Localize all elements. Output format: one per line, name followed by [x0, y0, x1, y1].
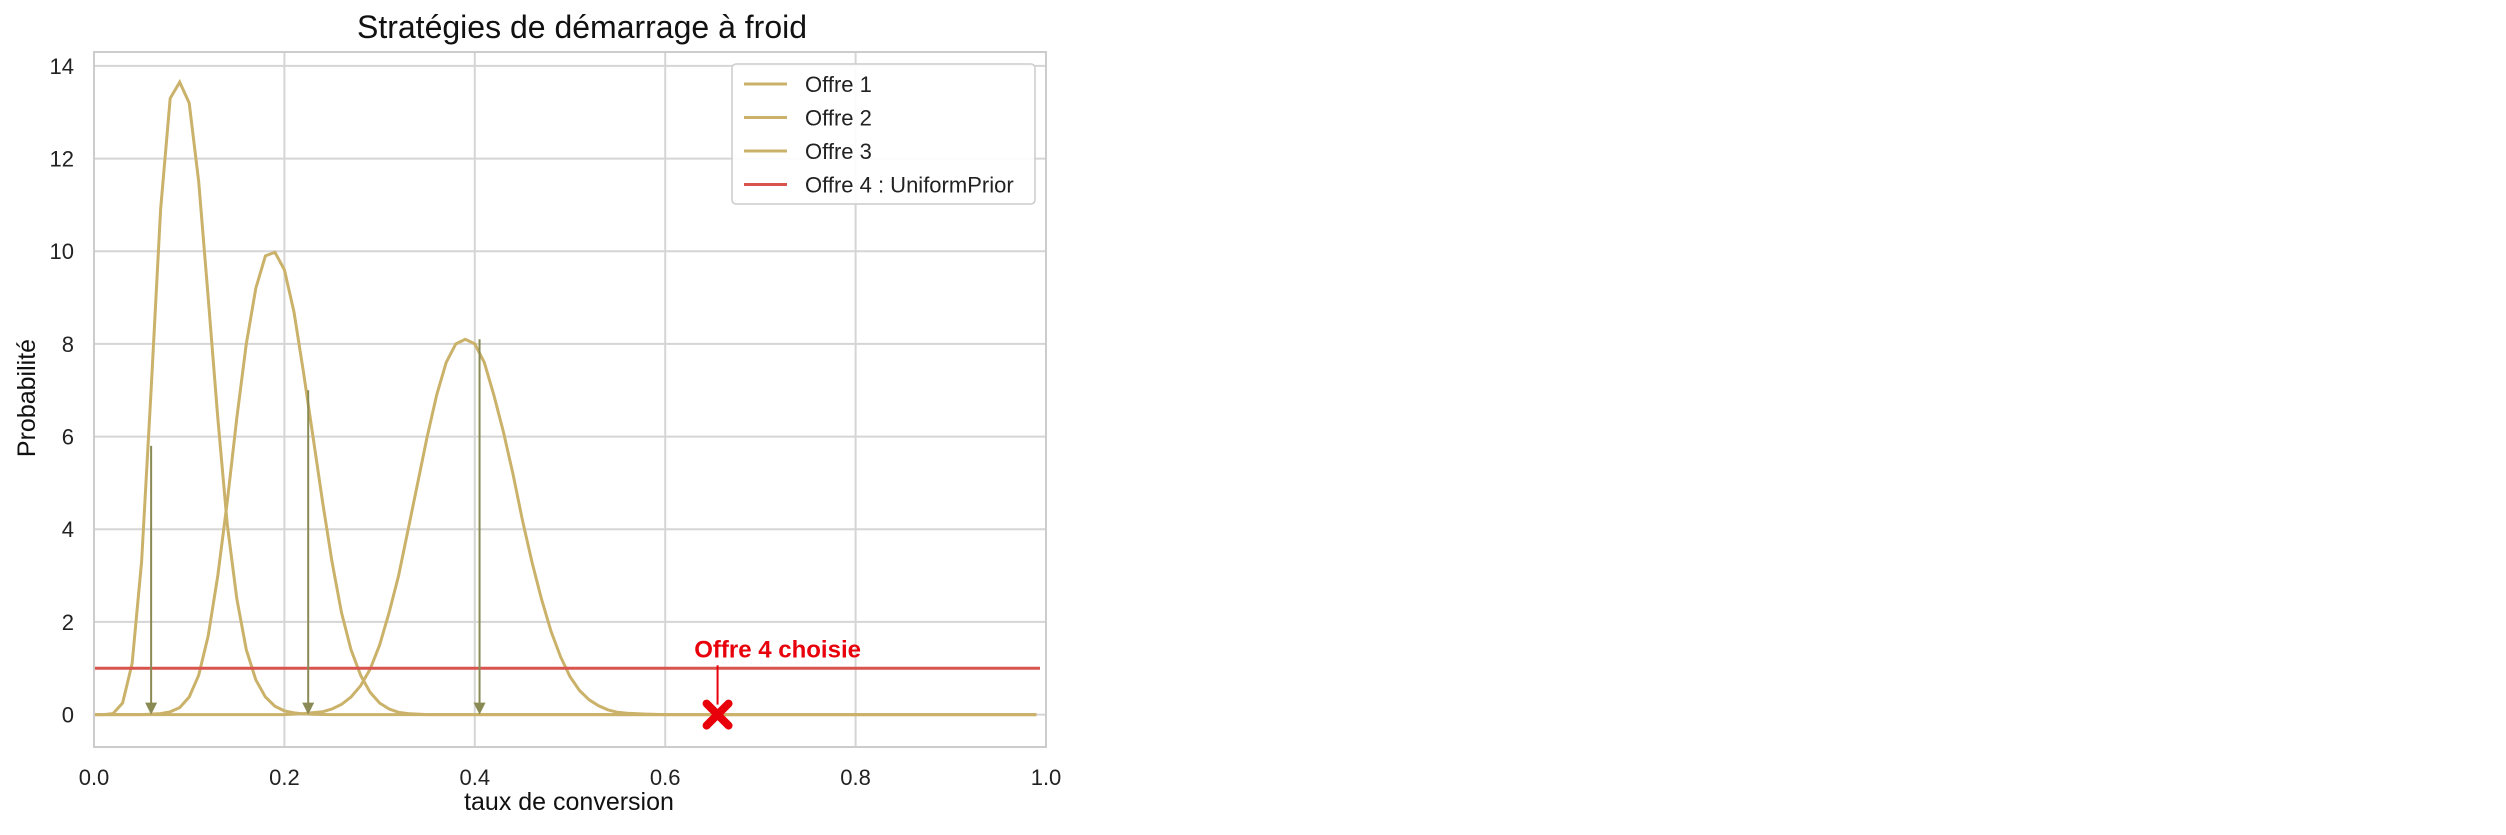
arrow-layer	[145, 339, 486, 715]
y-tick-label: 14	[50, 54, 74, 79]
sample-arrow-head	[302, 702, 315, 715]
grid-layer	[93, 52, 1047, 747]
series-line-offre-2	[94, 250, 1037, 717]
sample-arrow-head	[473, 702, 486, 715]
chosen-offer-marker	[702, 699, 733, 730]
legend-label: Offre 2	[805, 106, 872, 131]
legend-label: Offre 4 : UniformPrior	[805, 173, 1014, 198]
y-tick-label: 2	[62, 610, 74, 635]
x-tick-label: 0.2	[269, 765, 300, 790]
x-tick-label: 0.4	[460, 765, 491, 790]
x-tick-label: 0.0	[79, 765, 110, 790]
chart-title: Stratégies de démarrage à froid	[357, 9, 807, 45]
legend-label: Offre 3	[805, 139, 872, 164]
x-tick-label: 0.6	[650, 765, 681, 790]
y-axis-label: Probabilité	[13, 339, 41, 457]
sample-arrow-head	[145, 702, 158, 715]
plot-frame	[93, 51, 1047, 748]
x-axis-label: taux de conversion	[464, 788, 674, 816]
legend-label: Offre 1	[805, 72, 872, 97]
tick-layer: 0.0 0.2 0.4 0.6 0.8 1.0 0 2 4 6 8 10 12 14	[50, 54, 1062, 790]
legend-box	[731, 63, 1036, 205]
series-line-offre-1	[94, 78, 1037, 717]
y-tick-label: 8	[62, 332, 74, 357]
x-tick-label: 0.8	[840, 765, 871, 790]
y-tick-label: 4	[62, 517, 74, 542]
y-tick-label: 0	[62, 703, 74, 728]
y-tick-label: 6	[62, 425, 74, 450]
legend: Offre 1 Offre 2 Offre 3 Offre 4 : UniformPr…	[731, 63, 1036, 205]
y-tick-label: 12	[50, 147, 74, 172]
annotation-layer: Offre 4 choisie	[694, 636, 861, 730]
annotation-label: Offre 4 choisie	[694, 636, 861, 663]
x-tick-label: 1.0	[1031, 765, 1062, 790]
y-tick-label: 10	[50, 239, 74, 264]
